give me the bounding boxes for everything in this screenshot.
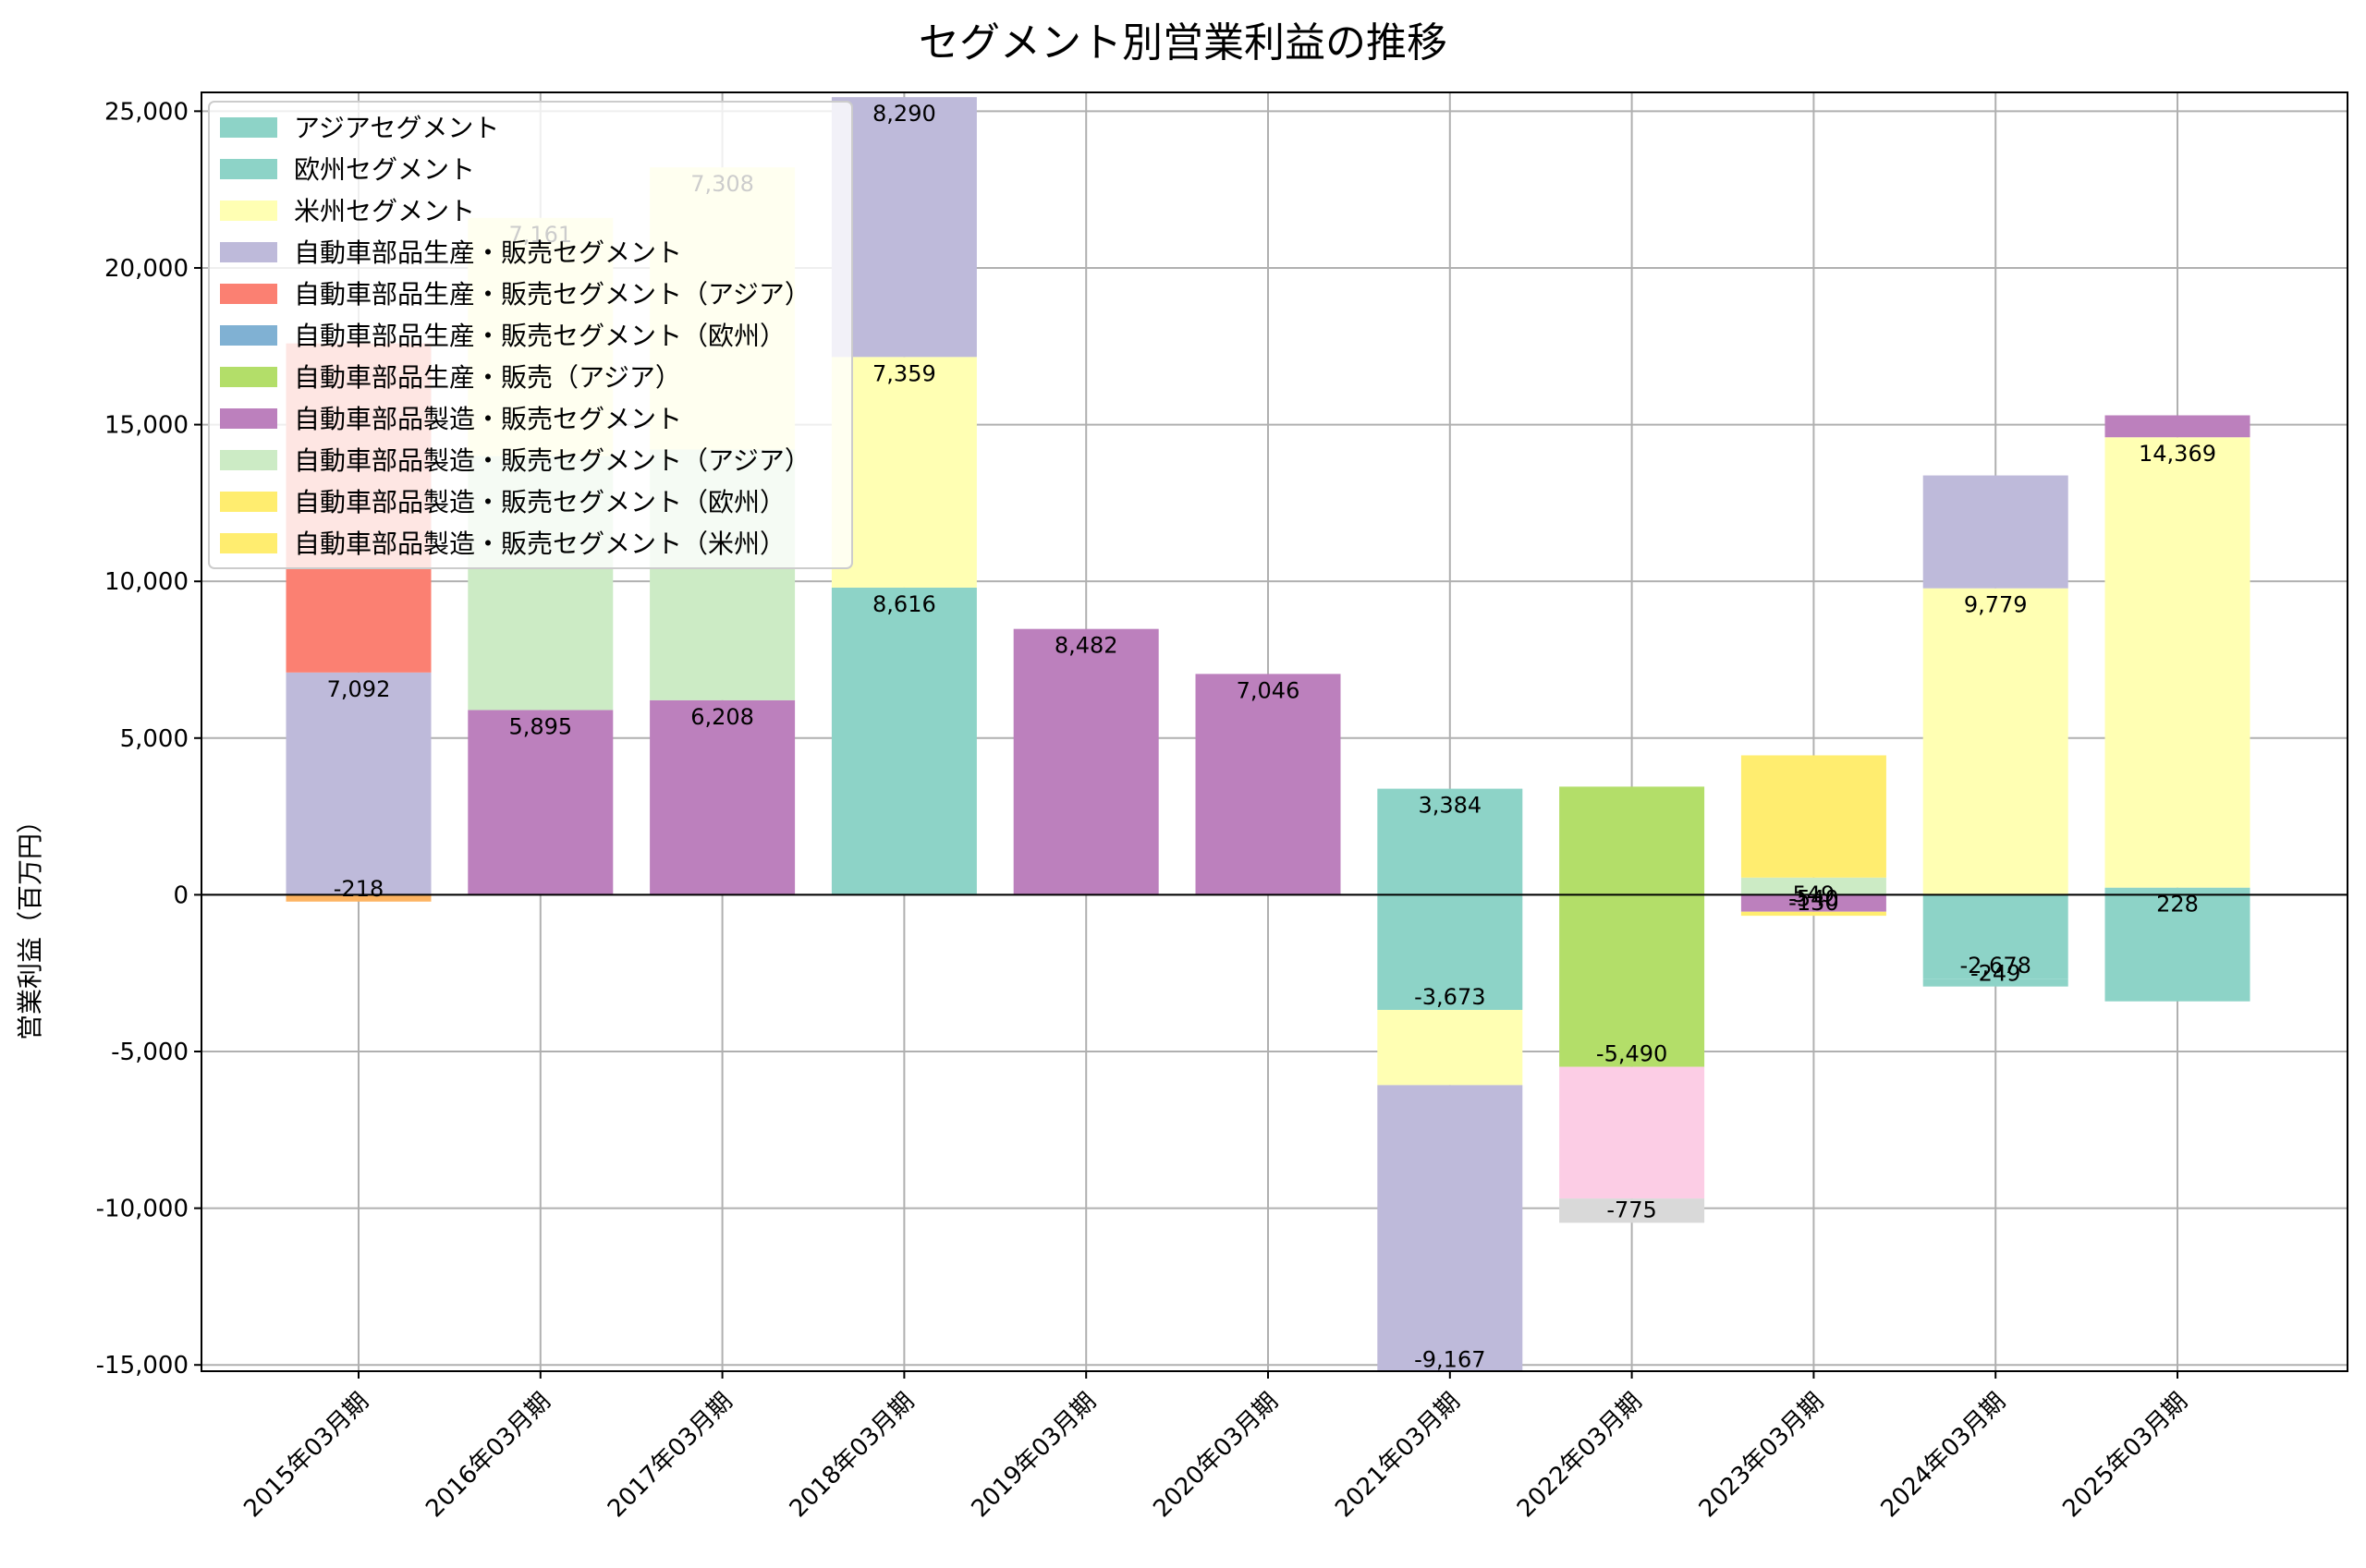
legend-entry: 自動車部品製造・販売セグメント（米州） <box>294 529 786 559</box>
x-tick-label: 2016年03月期 <box>421 1388 556 1524</box>
legend: アジアセグメント欧州セグメント米州セグメント自動車部品生産・販売セグメント自動車… <box>208 101 853 569</box>
bar-segment <box>1922 894 2068 979</box>
x-tick-label: 2018年03月期 <box>785 1388 921 1524</box>
data-label: -3,673 <box>1414 984 1485 1010</box>
data-label: 5,895 <box>508 713 572 739</box>
legend-swatch <box>220 117 277 138</box>
x-tick-label: 2023年03月期 <box>1694 1388 1830 1524</box>
data-label: 8,290 <box>872 101 936 127</box>
y-tick-label: -10,000 <box>96 1196 189 1223</box>
y-axis-label: 営業利益（百万円） <box>15 808 45 1040</box>
bar-segment <box>2104 887 2250 895</box>
x-tick-label: 2024年03月期 <box>1876 1388 2012 1524</box>
bar-segment <box>1740 894 1886 912</box>
y-tick-label: -5,000 <box>111 1039 189 1066</box>
y-tick-label: 20,000 <box>104 255 189 283</box>
bar-segment <box>1377 1085 1523 1371</box>
data-label: -249 <box>1970 961 2020 987</box>
data-label: 7,359 <box>872 360 936 386</box>
x-tick-label: 2021年03月期 <box>1330 1388 1466 1524</box>
legend-entry: アジアセグメント <box>294 113 499 143</box>
bar-segment <box>1740 877 1886 895</box>
data-label: 7,046 <box>1237 677 1300 703</box>
bar-segment <box>1559 1066 1705 1199</box>
bar-segment <box>1559 786 1705 895</box>
x-tick-label: 2017年03月期 <box>603 1388 738 1524</box>
legend-entry: 米州セグメント <box>294 196 475 226</box>
x-tick-label: 2025年03月期 <box>2057 1388 2193 1524</box>
y-tick-label: 5,000 <box>120 725 189 753</box>
data-label: 6,208 <box>690 704 754 730</box>
data-label: 7,092 <box>327 676 391 702</box>
data-label: -130 <box>1788 890 1838 916</box>
bar-segment <box>468 710 614 895</box>
bar-segment <box>2104 437 2250 888</box>
plot-frame <box>201 91 2348 1372</box>
legend-box <box>208 101 853 569</box>
bar-segment <box>1195 674 1341 895</box>
bar-segment <box>1559 1198 1705 1223</box>
data-label: -218 <box>334 876 384 902</box>
y-tick-label: 10,000 <box>104 568 189 596</box>
data-label: 549 <box>1792 881 1835 907</box>
bar-segment <box>1013 628 1159 895</box>
legend-swatch <box>220 408 277 429</box>
bar-segment <box>831 357 977 588</box>
data-label: -540 <box>1788 886 1838 912</box>
legend-swatch <box>220 325 277 346</box>
bar-segment <box>286 672 432 895</box>
chart-title: セグメント別営業利益の推移 <box>919 19 1447 67</box>
bar-segment <box>1922 588 2068 895</box>
legend-entry: 自動車部品生産・販売セグメント <box>294 237 682 268</box>
legend-swatch <box>220 201 277 221</box>
bar-segment <box>1740 755 1886 878</box>
bar-segment <box>1559 894 1705 1067</box>
legend-entry: 自動車部品生産・販売セグメント（アジア） <box>294 279 811 310</box>
bar-segment <box>650 699 796 895</box>
x-tick-label: 2015年03月期 <box>238 1388 374 1524</box>
bar-segment <box>1377 1009 1523 1086</box>
x-tick-label: 2019年03月期 <box>967 1388 1103 1524</box>
x-tick-label: 2020年03月期 <box>1148 1388 1284 1524</box>
data-label: -9,167 <box>1414 1346 1485 1372</box>
y-tick-label: 15,000 <box>104 412 189 440</box>
data-label: -5,490 <box>1596 1041 1667 1067</box>
data-label: -775 <box>1606 1197 1656 1222</box>
bar-segment <box>831 587 977 895</box>
bar-segment <box>1377 894 1523 1010</box>
bar-segment <box>1922 978 2068 987</box>
bar-segment <box>1377 788 1523 895</box>
legend-swatch <box>220 284 277 304</box>
y-tick-label: 25,000 <box>104 98 189 126</box>
data-label: 9,779 <box>1964 592 2028 618</box>
legend-swatch <box>220 492 277 512</box>
data-label: -2,678 <box>1960 953 2031 978</box>
legend-swatch <box>220 450 277 470</box>
legend-swatch <box>220 159 277 179</box>
data-label: 8,482 <box>1055 633 1118 659</box>
data-label: 8,616 <box>872 591 936 617</box>
bar-segment <box>2104 894 2250 1002</box>
data-label: 14,369 <box>2139 441 2216 467</box>
legend-entry: 自動車部品製造・販売セグメント <box>294 404 682 434</box>
legend-entry: 自動車部品生産・販売セグメント（欧州） <box>294 321 786 351</box>
data-label: 228 <box>2156 892 2199 918</box>
bar-segment <box>831 97 977 358</box>
bar-segment <box>1740 911 1886 917</box>
bar-segment <box>2104 415 2250 438</box>
bar-segment <box>1922 475 2068 589</box>
legend-swatch <box>220 533 277 553</box>
x-tick-label: 2022年03月期 <box>1512 1388 1648 1524</box>
legend-swatch <box>220 242 277 262</box>
legend-entry: 自動車部品製造・販売セグメント（アジア） <box>294 445 811 476</box>
legend-entry: 欧州セグメント <box>294 154 475 185</box>
bar-segment <box>286 894 432 902</box>
legend-swatch <box>220 367 277 387</box>
data-label: 3,384 <box>1418 793 1482 819</box>
legend-entry: 自動車部品生産・販売（アジア） <box>294 362 681 393</box>
y-tick-label: 0 <box>173 881 189 909</box>
legend-entry: 自動車部品製造・販売セグメント（欧州） <box>294 487 786 517</box>
y-tick-label: -15,000 <box>96 1352 189 1380</box>
